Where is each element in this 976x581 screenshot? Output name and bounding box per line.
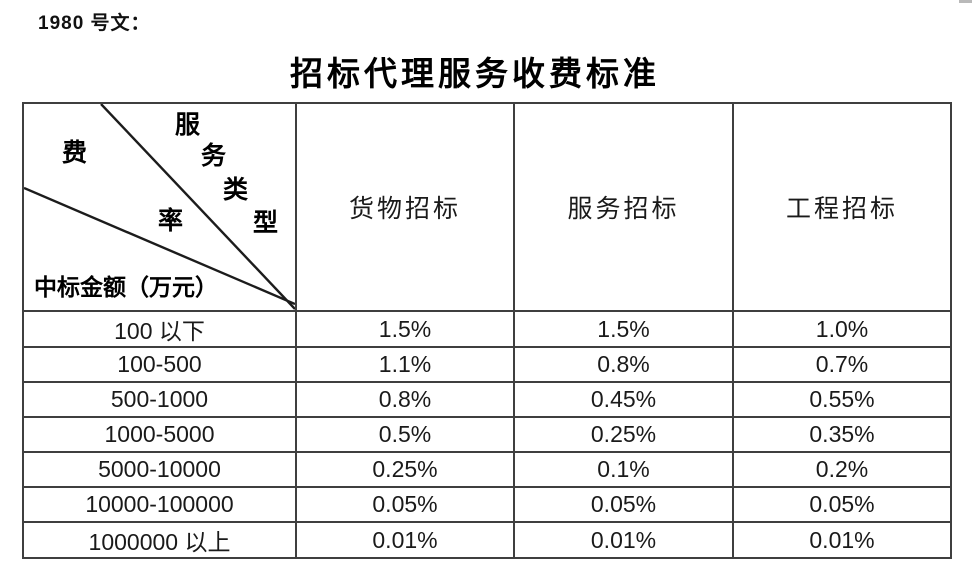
table-row: 500-1000 0.8% 0.45% 0.55% xyxy=(22,381,952,418)
rate-cell: 0.1% xyxy=(513,451,734,488)
diagonal-lines xyxy=(24,104,295,310)
rate-cell: 0.05% xyxy=(295,486,515,523)
rate-cell: 1.5% xyxy=(513,310,734,348)
bid-amount-axis-label: 中标金额（万元） xyxy=(34,275,218,300)
rate-cell: 0.7% xyxy=(732,346,952,383)
rate-cell: 0.25% xyxy=(513,416,734,453)
table-row: 100 以下 1.5% 1.5% 1.0% xyxy=(22,310,952,348)
rate-cell: 0.25% xyxy=(295,451,515,488)
diagonal-line-upper xyxy=(100,104,295,310)
page-title: 招标代理服务收费标准 xyxy=(290,57,660,93)
rate-cell: 0.45% xyxy=(513,381,734,418)
table-row: 100-500 1.1% 0.8% 0.7% xyxy=(22,346,952,383)
column-header-engineering-bidding: 工程招标 xyxy=(732,102,952,312)
diagonal-header-cell: 服 务 类 型 费 率 中标金额（万元） xyxy=(22,102,297,312)
column-header-goods-bidding: 货物招标 xyxy=(295,102,515,312)
amount-range-cell: 100 以下 xyxy=(22,310,297,348)
rate-cell: 0.05% xyxy=(513,486,734,523)
fee-table: 服 务 类 型 费 率 中标金额（万元） 货物招标 服务招标 工程招标 100 … xyxy=(22,102,952,559)
document-reference: 1980 号文： xyxy=(38,13,151,34)
rate-cell: 0.01% xyxy=(295,521,515,559)
rate-cell: 0.8% xyxy=(513,346,734,383)
rate-cell: 0.35% xyxy=(732,416,952,453)
amount-range-cell: 100-500 xyxy=(22,346,297,383)
table-row: 10000-100000 0.05% 0.05% 0.05% xyxy=(22,486,952,523)
rate-cell: 0.05% xyxy=(732,486,952,523)
fee-rate-char-1: 费 xyxy=(62,140,88,167)
rate-cell: 1.5% xyxy=(295,310,515,348)
service-type-char-2: 务 xyxy=(201,143,227,170)
amount-range-cell: 1000-5000 xyxy=(22,416,297,453)
fee-rate-char-2: 率 xyxy=(158,208,184,235)
rate-cell: 1.1% xyxy=(295,346,515,383)
amount-range-cell: 1000000 以上 xyxy=(22,521,297,559)
rate-cell: 1.0% xyxy=(732,310,952,348)
table-header-row: 服 务 类 型 费 率 中标金额（万元） 货物招标 服务招标 工程招标 xyxy=(22,102,952,312)
rate-cell: 0.8% xyxy=(295,381,515,418)
rate-cell: 0.5% xyxy=(295,416,515,453)
rate-cell: 0.55% xyxy=(732,381,952,418)
amount-range-cell: 500-1000 xyxy=(22,381,297,418)
diagonal-line-lower xyxy=(24,186,295,306)
amount-range-cell: 5000-10000 xyxy=(22,451,297,488)
table-row: 5000-10000 0.25% 0.1% 0.2% xyxy=(22,451,952,488)
amount-range-cell: 10000-100000 xyxy=(22,486,297,523)
column-header-service-bidding: 服务招标 xyxy=(513,102,734,312)
rate-cell: 0.2% xyxy=(732,451,952,488)
service-type-char-3: 类 xyxy=(223,177,249,204)
service-type-char-1: 服 xyxy=(175,112,201,139)
service-type-char-4: 型 xyxy=(253,210,279,237)
rate-cell: 0.01% xyxy=(513,521,734,559)
rate-cell: 0.01% xyxy=(732,521,952,559)
table-row: 1000-5000 0.5% 0.25% 0.35% xyxy=(22,416,952,453)
table-row: 1000000 以上 0.01% 0.01% 0.01% xyxy=(22,521,952,559)
screenshot-edge-artifact xyxy=(959,0,972,3)
